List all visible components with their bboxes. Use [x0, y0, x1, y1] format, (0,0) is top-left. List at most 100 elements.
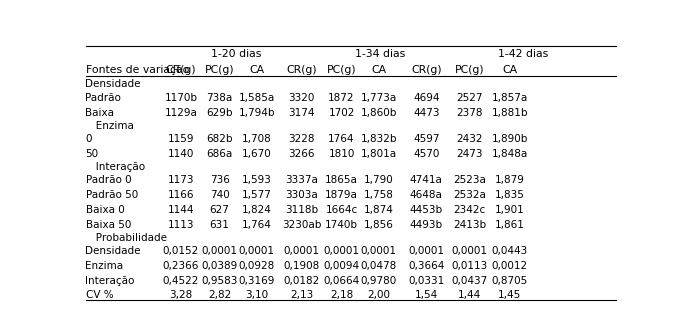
Text: 4473: 4473	[413, 108, 440, 118]
Text: 0,0001: 0,0001	[324, 246, 360, 256]
Text: 1,824: 1,824	[241, 205, 272, 215]
Text: 0,0928: 0,0928	[239, 261, 275, 271]
Text: 1173: 1173	[168, 175, 194, 185]
Text: 0,0001: 0,0001	[202, 246, 237, 256]
Text: CA: CA	[371, 65, 386, 75]
Text: CR(g): CR(g)	[166, 65, 196, 75]
Text: 3228: 3228	[289, 134, 315, 144]
Text: 736: 736	[210, 175, 230, 185]
Text: 1810: 1810	[328, 149, 355, 159]
Text: 0,0001: 0,0001	[408, 246, 445, 256]
Text: 1166: 1166	[168, 190, 194, 200]
Text: 0,2366: 0,2366	[163, 261, 199, 271]
Text: 1,848a: 1,848a	[492, 149, 527, 159]
Text: 2532a: 2532a	[453, 190, 486, 200]
Text: 0,4522: 0,4522	[163, 276, 199, 286]
Text: Padrão 50: Padrão 50	[86, 190, 137, 200]
Text: 1,860b: 1,860b	[360, 108, 397, 118]
Text: 631: 631	[210, 220, 230, 230]
Text: 3,10: 3,10	[245, 290, 268, 300]
Text: PC(g): PC(g)	[455, 65, 485, 75]
Text: 1,857a: 1,857a	[492, 93, 527, 103]
Text: 0,0152: 0,0152	[163, 246, 199, 256]
Text: Densidade: Densidade	[86, 79, 141, 89]
Text: 1170b: 1170b	[164, 93, 198, 103]
Text: 1,801a: 1,801a	[360, 149, 397, 159]
Text: 0,0094: 0,0094	[324, 261, 360, 271]
Text: 629b: 629b	[207, 108, 233, 118]
Text: 0,0182: 0,0182	[284, 276, 320, 286]
Text: 1,790: 1,790	[364, 175, 393, 185]
Text: CR(g): CR(g)	[287, 65, 317, 75]
Text: 0,0331: 0,0331	[408, 276, 445, 286]
Text: 4694: 4694	[413, 93, 440, 103]
Text: 0: 0	[86, 134, 92, 144]
Text: 1159: 1159	[168, 134, 194, 144]
Text: 1,890b: 1,890b	[491, 134, 528, 144]
Text: 1,593: 1,593	[241, 175, 272, 185]
Text: 4493b: 4493b	[410, 220, 443, 230]
Text: Baixa 50: Baixa 50	[86, 220, 131, 230]
Text: 1,874: 1,874	[364, 205, 393, 215]
Text: Padrão: Padrão	[86, 93, 121, 103]
Text: Baixa 0: Baixa 0	[86, 205, 124, 215]
Text: 1,861: 1,861	[495, 220, 525, 230]
Text: 0,0664: 0,0664	[324, 276, 360, 286]
Text: 0,3169: 0,3169	[239, 276, 275, 286]
Text: Probabilidade: Probabilidade	[86, 233, 166, 243]
Text: PC(g): PC(g)	[205, 65, 235, 75]
Text: 4648a: 4648a	[410, 190, 443, 200]
Text: 0,9780: 0,9780	[360, 276, 397, 286]
Text: 1,577: 1,577	[241, 190, 272, 200]
Text: 0,0437: 0,0437	[451, 276, 488, 286]
Text: 1113: 1113	[168, 220, 194, 230]
Text: 686a: 686a	[207, 149, 233, 159]
Text: 3337a: 3337a	[285, 175, 318, 185]
Text: Interação: Interação	[86, 276, 135, 286]
Text: 3320: 3320	[289, 93, 315, 103]
Text: 4570: 4570	[413, 149, 440, 159]
Text: 2,18: 2,18	[330, 290, 353, 300]
Text: 2473: 2473	[457, 149, 483, 159]
Text: CV %: CV %	[86, 290, 113, 300]
Text: 4453b: 4453b	[410, 205, 443, 215]
Text: 3230ab: 3230ab	[282, 220, 321, 230]
Text: CR(g): CR(g)	[411, 65, 442, 75]
Text: 3303a: 3303a	[285, 190, 318, 200]
Text: 1,54: 1,54	[415, 290, 438, 300]
Text: Interação: Interação	[86, 162, 144, 172]
Text: 1-42 dias: 1-42 dias	[498, 49, 548, 59]
Text: 3,28: 3,28	[170, 290, 192, 300]
Text: 1-34 dias: 1-34 dias	[354, 49, 405, 59]
Text: 2342c: 2342c	[453, 205, 486, 215]
Text: 2,82: 2,82	[208, 290, 231, 300]
Text: 1,45: 1,45	[498, 290, 521, 300]
Text: 3118b: 3118b	[285, 205, 318, 215]
Text: Fontes de variação: Fontes de variação	[86, 65, 189, 75]
Text: 1,832b: 1,832b	[360, 134, 397, 144]
Text: 50: 50	[86, 149, 98, 159]
Text: 1,44: 1,44	[458, 290, 482, 300]
Text: 0,0001: 0,0001	[239, 246, 275, 256]
Text: 1,901: 1,901	[495, 205, 525, 215]
Text: 2,00: 2,00	[367, 290, 390, 300]
Text: 1,708: 1,708	[242, 134, 272, 144]
Text: 738a: 738a	[207, 93, 233, 103]
Text: 2523a: 2523a	[453, 175, 486, 185]
Text: CA: CA	[249, 65, 264, 75]
Text: 4597: 4597	[413, 134, 440, 144]
Text: 2,13: 2,13	[290, 290, 313, 300]
Text: Padrão 0: Padrão 0	[86, 175, 131, 185]
Text: 1,794b: 1,794b	[239, 108, 275, 118]
Text: 4741a: 4741a	[410, 175, 443, 185]
Text: 1144: 1144	[168, 205, 194, 215]
Text: 1129a: 1129a	[164, 108, 198, 118]
Text: 0,0001: 0,0001	[284, 246, 320, 256]
Text: Enzima: Enzima	[86, 120, 133, 131]
Text: 1,670: 1,670	[242, 149, 272, 159]
Text: 0,0001: 0,0001	[452, 246, 488, 256]
Text: 0,0012: 0,0012	[492, 261, 527, 271]
Text: 1865a: 1865a	[325, 175, 358, 185]
Text: PC(g): PC(g)	[327, 65, 356, 75]
Text: 682b: 682b	[207, 134, 233, 144]
